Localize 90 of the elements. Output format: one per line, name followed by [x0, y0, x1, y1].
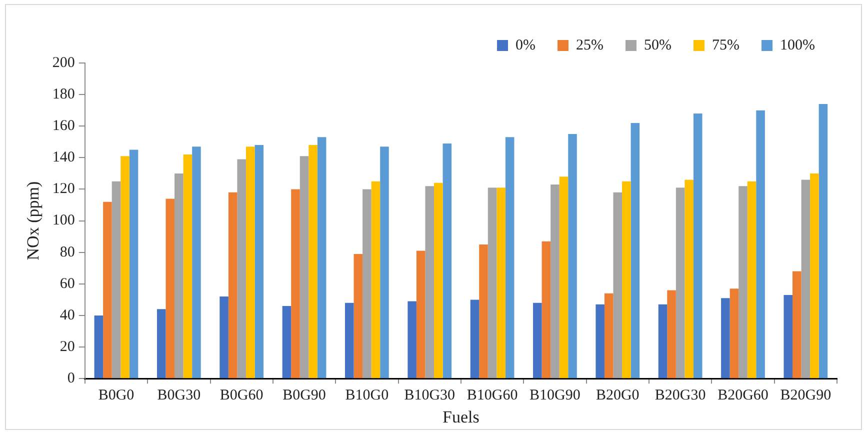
bar — [792, 271, 802, 378]
y-tick-label: 20 — [60, 338, 75, 355]
bar — [604, 293, 614, 378]
y-axis-title: NOx (ppm) — [24, 181, 43, 260]
y-tick-label: 140 — [52, 150, 75, 166]
x-tick-label: B0G30 — [157, 388, 201, 404]
bar — [542, 241, 551, 378]
bar — [496, 188, 506, 378]
y-tick-label: 160 — [52, 118, 75, 134]
bar — [300, 156, 309, 378]
bar — [103, 202, 112, 378]
bar — [120, 156, 130, 378]
x-tick-label: B0G60 — [220, 388, 264, 404]
bar — [596, 304, 604, 378]
y-tick-label: 80 — [60, 244, 75, 260]
bar — [237, 159, 246, 378]
bar — [246, 146, 255, 378]
bar — [613, 192, 622, 378]
bar — [747, 181, 756, 378]
bar — [693, 113, 702, 378]
bar — [488, 188, 497, 378]
legend-label: 75% — [712, 37, 740, 54]
bar — [94, 315, 104, 378]
y-tick-label: 0 — [67, 370, 75, 387]
bar — [192, 146, 201, 378]
bar — [622, 181, 631, 378]
bar — [756, 110, 765, 378]
bar — [416, 250, 426, 378]
y-tick-label: 40 — [60, 307, 75, 324]
bar — [166, 198, 175, 378]
x-axis-title: Fuels — [442, 407, 480, 426]
legend-label: 0% — [516, 37, 536, 54]
bar — [112, 181, 121, 378]
x-tick-label: B20G60 — [718, 388, 768, 404]
bar — [183, 154, 192, 378]
bar — [408, 301, 416, 378]
bar — [174, 173, 184, 378]
legend-label: 50% — [644, 37, 672, 54]
bar — [380, 146, 389, 378]
bar — [129, 150, 138, 378]
bar — [362, 189, 372, 378]
bar — [228, 192, 238, 378]
y-tick-label: 120 — [52, 181, 75, 198]
x-tick-label: B0G90 — [282, 388, 326, 404]
bar — [442, 143, 452, 378]
bar — [479, 244, 488, 378]
x-tick-label: B10G0 — [345, 388, 389, 404]
bar — [550, 184, 560, 378]
bar — [282, 306, 292, 378]
bar — [658, 304, 668, 378]
legend-label: 100% — [780, 37, 816, 54]
bar — [676, 188, 685, 378]
x-tick-label: B10G30 — [404, 388, 456, 404]
y-tick-label: 100 — [52, 212, 75, 229]
y-tick-label: 200 — [52, 54, 75, 71]
y-tick-label: 60 — [60, 276, 75, 292]
x-tick-label: B0G0 — [98, 388, 134, 404]
bar — [738, 186, 748, 378]
bar — [371, 181, 380, 378]
bar — [684, 180, 694, 378]
bar — [254, 145, 264, 378]
bar — [784, 294, 792, 378]
x-tick-label: B10G90 — [530, 388, 580, 404]
bar — [801, 180, 810, 378]
bar — [345, 302, 354, 378]
bar — [470, 300, 480, 378]
bar — [818, 104, 828, 378]
bar — [354, 254, 363, 378]
bar — [810, 173, 819, 378]
bar — [568, 134, 577, 378]
legend-label: 25% — [576, 37, 604, 54]
bar — [630, 122, 640, 378]
bar — [505, 137, 514, 378]
bar — [667, 290, 676, 378]
x-tick-label: B20G90 — [780, 388, 832, 404]
x-tick-label: B20G30 — [654, 388, 706, 404]
bar — [425, 186, 434, 378]
bar — [308, 145, 318, 378]
y-tick-label: 180 — [52, 86, 75, 102]
bar — [156, 309, 166, 378]
bar — [533, 302, 542, 378]
bar — [317, 137, 326, 378]
bar — [559, 176, 568, 378]
bar — [434, 182, 443, 378]
bar — [291, 189, 300, 378]
x-tick-label: B20G0 — [596, 388, 640, 404]
bar — [220, 296, 228, 378]
bar — [721, 298, 730, 378]
x-tick-label: B10G60 — [466, 388, 518, 404]
bar — [730, 288, 739, 378]
